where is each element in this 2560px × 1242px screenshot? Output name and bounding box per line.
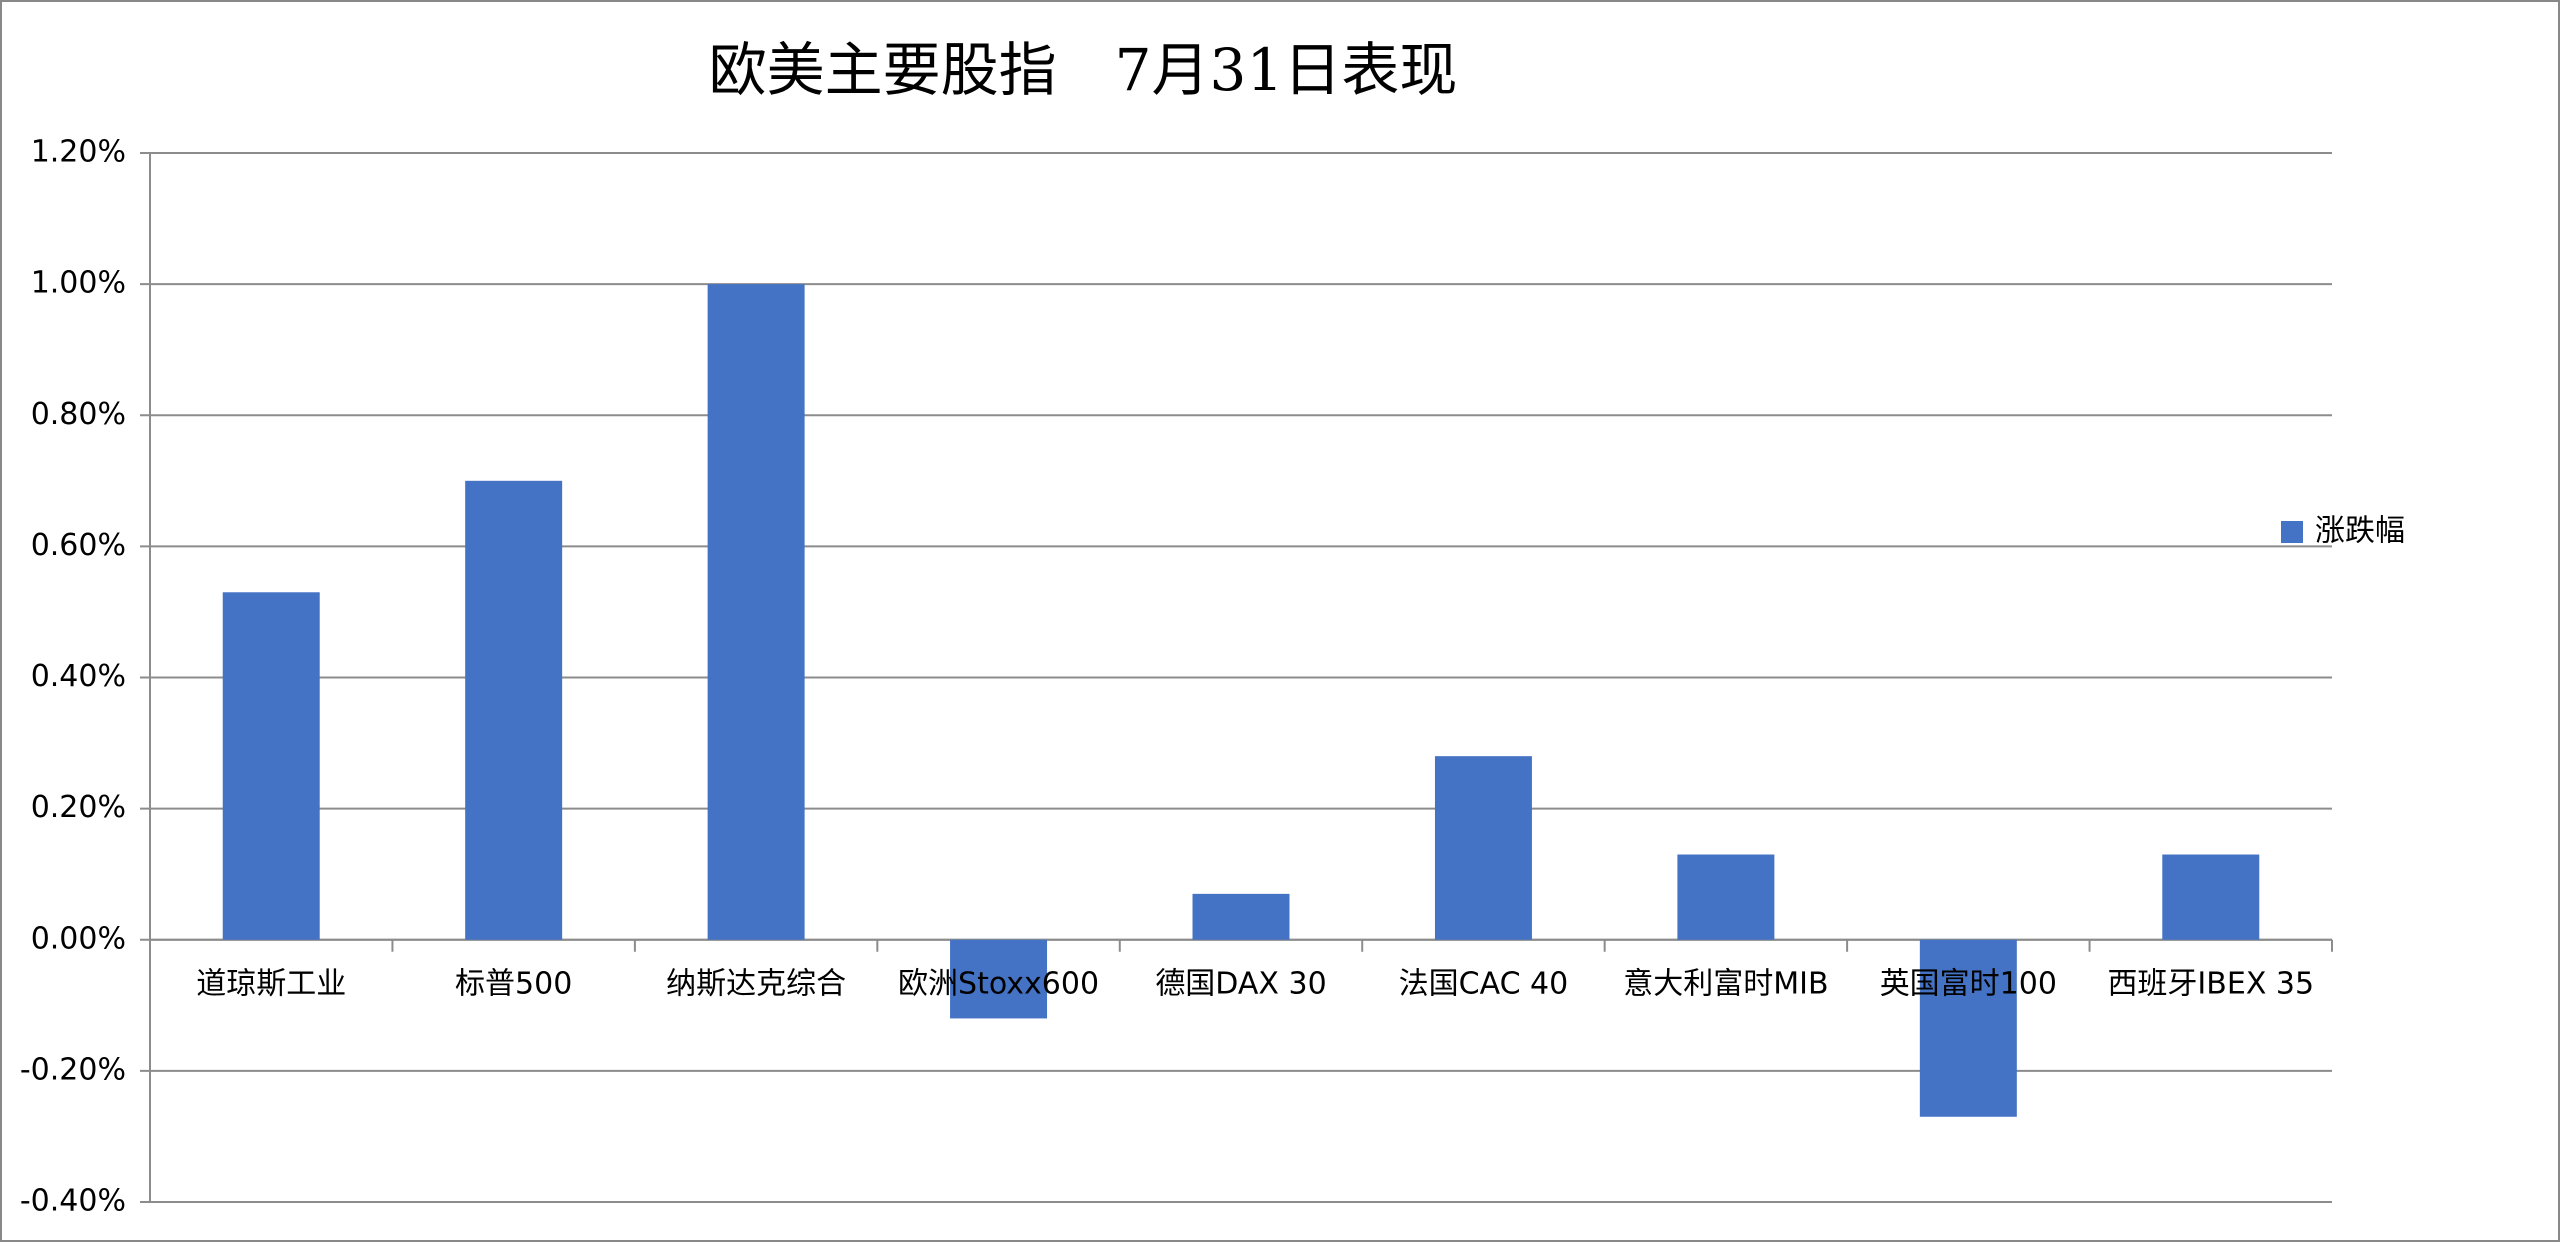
y-tick-label: -0.40% [20, 1184, 126, 1219]
x-tick-label: 纳斯达克综合 [666, 966, 846, 1001]
bar [1192, 893, 1290, 940]
x-tick-label: 意大利富时MIB [1623, 966, 1828, 1001]
x-tick-label: 德国DAX 30 [1155, 966, 1326, 1001]
bar [1677, 854, 1775, 940]
x-tick-label: 道琼斯工业 [196, 966, 346, 1001]
y-tick-label: 1.20% [31, 135, 126, 170]
y-tick-label: -0.20% [20, 1052, 126, 1087]
x-tick-label: 欧洲Stoxx600 [898, 966, 1099, 1001]
bar [707, 284, 805, 940]
y-tick-label: 1.00% [31, 266, 126, 301]
bar [1434, 756, 1532, 940]
x-tick-label: 英国富时100 [1880, 966, 2057, 1001]
y-tick-label: 0.60% [31, 528, 126, 563]
legend-swatch [2281, 521, 2303, 543]
x-tick-label: 西班牙IBEX 35 [2107, 966, 2314, 1001]
y-tick-label: 0.40% [31, 659, 126, 694]
y-tick-label: 0.20% [31, 790, 126, 825]
legend-label: 涨跌幅 [2315, 514, 2405, 549]
chart-title: 欧美主要股指 7月31日表现 [709, 36, 1458, 104]
y-tick-label: 0.00% [31, 921, 126, 956]
x-tick-label: 标普500 [455, 966, 572, 1001]
y-tick-label: 0.80% [31, 397, 126, 432]
x-tick-label: 法国CAC 40 [1399, 966, 1569, 1001]
bar [222, 592, 320, 940]
bar [465, 480, 563, 940]
bar [950, 939, 1048, 1019]
bar [1919, 939, 2017, 1117]
bar [2162, 854, 2260, 940]
